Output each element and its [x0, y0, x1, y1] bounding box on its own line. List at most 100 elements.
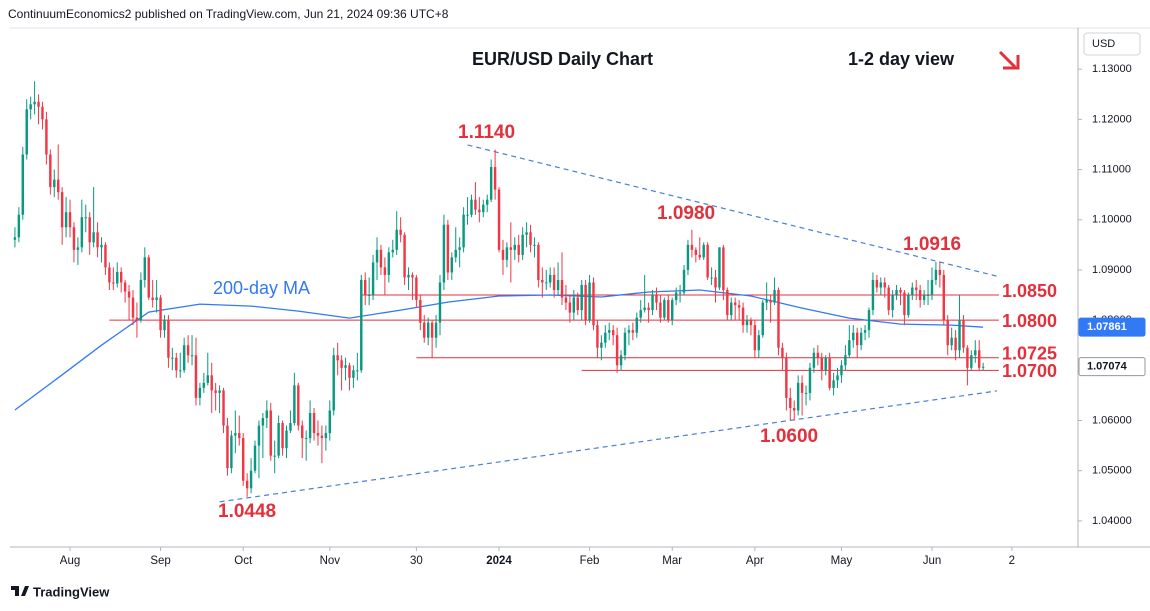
candle-body: [564, 297, 568, 303]
candle-body: [261, 418, 265, 426]
candle-body: [41, 106, 44, 120]
candle-body: [623, 332, 627, 356]
candle-body: [796, 382, 800, 411]
candle: [836, 367, 839, 388]
candle-body: [958, 320, 961, 351]
candle-body: [631, 330, 635, 333]
candle: [789, 387, 792, 421]
candle-body: [903, 292, 906, 316]
candle-body: [415, 277, 418, 301]
candle: [497, 187, 501, 253]
x-tick-label: Jun: [923, 555, 942, 567]
candle-body: [686, 244, 690, 270]
candle: [108, 262, 111, 291]
candle: [627, 325, 631, 346]
candle-body: [777, 290, 780, 348]
candle: [667, 295, 670, 323]
candle-body: [489, 167, 493, 200]
candle: [367, 277, 371, 306]
candle: [702, 242, 705, 260]
candle-body: [375, 249, 379, 263]
candle: [56, 144, 60, 200]
candle: [635, 312, 639, 338]
candle: [383, 257, 387, 296]
candle-body: [486, 199, 489, 205]
candle: [320, 425, 324, 464]
annotation: 1.0916: [903, 234, 961, 255]
candle: [234, 410, 237, 454]
candle-body: [521, 234, 524, 255]
candle-body: [13, 237, 17, 240]
candle: [552, 267, 556, 298]
candle-body: [509, 247, 513, 250]
candle: [135, 302, 139, 338]
candle-body: [308, 412, 312, 439]
candle-body: [702, 244, 705, 258]
candle: [718, 247, 721, 291]
trend-line: [219, 390, 998, 503]
candle: [887, 284, 890, 316]
unit-box[interactable]: [1083, 32, 1141, 56]
x-tick-label: 30: [410, 555, 423, 567]
candle: [159, 295, 162, 338]
candle: [966, 345, 969, 386]
candle-body: [277, 423, 280, 456]
candle-body: [832, 380, 835, 388]
candle: [17, 207, 21, 243]
candle-body: [304, 438, 308, 440]
candle: [529, 224, 532, 253]
candle: [824, 355, 827, 376]
candle-body: [808, 367, 812, 393]
candle: [623, 327, 627, 361]
candle-body: [761, 302, 764, 336]
candle-body: [324, 433, 328, 439]
y-tick-label: 1.04000: [1092, 515, 1132, 527]
candle: [80, 199, 84, 253]
candle: [840, 360, 843, 383]
candle-body: [804, 392, 808, 394]
candle-body: [682, 269, 686, 293]
candle-body: [840, 365, 843, 376]
candle: [859, 327, 863, 351]
candle: [454, 227, 457, 263]
candle-body: [895, 290, 898, 296]
candle: [363, 272, 367, 306]
candle-body: [513, 244, 516, 250]
candle: [210, 362, 213, 413]
last-price-tag: 1.07074: [1087, 361, 1128, 373]
candle: [663, 297, 666, 321]
candle: [53, 169, 56, 198]
candle: [273, 440, 276, 474]
candle: [316, 420, 320, 446]
candle: [470, 194, 473, 218]
candle-body: [600, 342, 603, 348]
candle: [855, 327, 859, 358]
candle: [430, 320, 434, 358]
candle: [918, 284, 922, 308]
candle-body: [737, 305, 741, 308]
candle: [938, 262, 942, 288]
candle: [670, 297, 674, 326]
candle-body: [655, 295, 658, 303]
candle-body: [348, 365, 351, 378]
candle: [678, 284, 682, 303]
candle-body: [926, 295, 930, 297]
candle-body: [281, 423, 284, 449]
candle: [911, 282, 914, 301]
candle: [765, 282, 768, 311]
candle: [289, 410, 292, 434]
candle-body: [163, 320, 166, 331]
candle-body: [446, 224, 450, 273]
candle: [934, 261, 938, 285]
candle-body: [190, 355, 194, 357]
candle: [730, 297, 733, 321]
candle: [198, 382, 202, 406]
candle-body: [970, 355, 973, 368]
candle-body: [92, 232, 95, 243]
candle-body: [950, 337, 953, 346]
candle: [753, 320, 757, 358]
header: ContinuumEconomics2 published on Trading…: [8, 7, 449, 21]
candle-body: [434, 322, 438, 338]
candle-body: [608, 330, 611, 333]
candle-body: [828, 357, 831, 388]
